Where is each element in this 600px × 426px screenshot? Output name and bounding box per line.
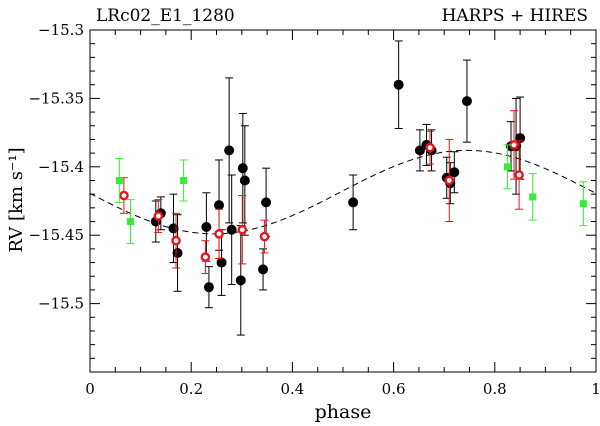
- data-point: [258, 264, 269, 275]
- data-point: [503, 163, 511, 171]
- series-green: [115, 144, 588, 244]
- data-point: [414, 145, 425, 156]
- data-point: [425, 142, 435, 153]
- data-point: [180, 176, 188, 184]
- data-point: [237, 224, 248, 235]
- data-point: [239, 175, 250, 186]
- data-point: [449, 167, 460, 178]
- data-point: [203, 282, 214, 293]
- plot-frame: [89, 29, 597, 373]
- data-point: [509, 140, 519, 150]
- chart-title-right: HARPS + HIRES: [442, 6, 588, 26]
- x-axis-label: phase: [315, 401, 372, 423]
- data-point: [214, 229, 224, 239]
- data-point: [529, 193, 537, 201]
- data-point: [115, 176, 123, 184]
- data-point: [393, 79, 404, 90]
- data-point: [224, 145, 235, 156]
- x-tick-label: 1: [591, 380, 600, 398]
- data-points: [115, 40, 588, 336]
- y-tick-label: −15.45: [28, 226, 84, 244]
- data-point: [226, 224, 237, 235]
- series-red: [119, 110, 524, 275]
- data-point: [216, 257, 227, 268]
- x-tick-label: 0: [85, 380, 95, 398]
- x-tick-label: 0.2: [179, 380, 203, 398]
- data-point: [461, 96, 472, 107]
- y-tick-label: −15.35: [28, 89, 84, 107]
- y-tick-label: −15.4: [38, 158, 84, 176]
- data-point: [579, 200, 587, 208]
- data-point: [348, 197, 359, 208]
- x-tick-label: 0.4: [280, 380, 304, 398]
- tick-labels: 0 0.2 0.4 0.6 0.8 1 −15.5 −15.45 −15.4 −15.35 −15.…: [28, 21, 600, 398]
- y-axis-label: RV [km s⁻¹]: [6, 147, 27, 252]
- data-point: [201, 221, 212, 232]
- data-point: [514, 170, 524, 180]
- data-point: [259, 231, 270, 242]
- data-point: [171, 235, 181, 246]
- data-point: [126, 218, 134, 226]
- data-point: [200, 252, 211, 262]
- data-point: [214, 200, 225, 211]
- data-point: [261, 197, 272, 208]
- axes-frame: [89, 29, 597, 373]
- data-point: [168, 223, 179, 234]
- data-point: [119, 190, 129, 201]
- data-point: [153, 211, 164, 221]
- series-black: [150, 40, 526, 336]
- x-tick-label: 0.6: [382, 380, 406, 398]
- x-tick-label: 0.8: [483, 380, 507, 398]
- data-point: [444, 175, 455, 186]
- data-point: [237, 163, 248, 174]
- y-tick-label: −15.3: [38, 21, 84, 39]
- y-tick-label: −15.5: [38, 295, 84, 313]
- data-point: [172, 247, 183, 258]
- chart-title-left: LRc02_E1_1280: [96, 6, 235, 26]
- data-point: [235, 275, 246, 286]
